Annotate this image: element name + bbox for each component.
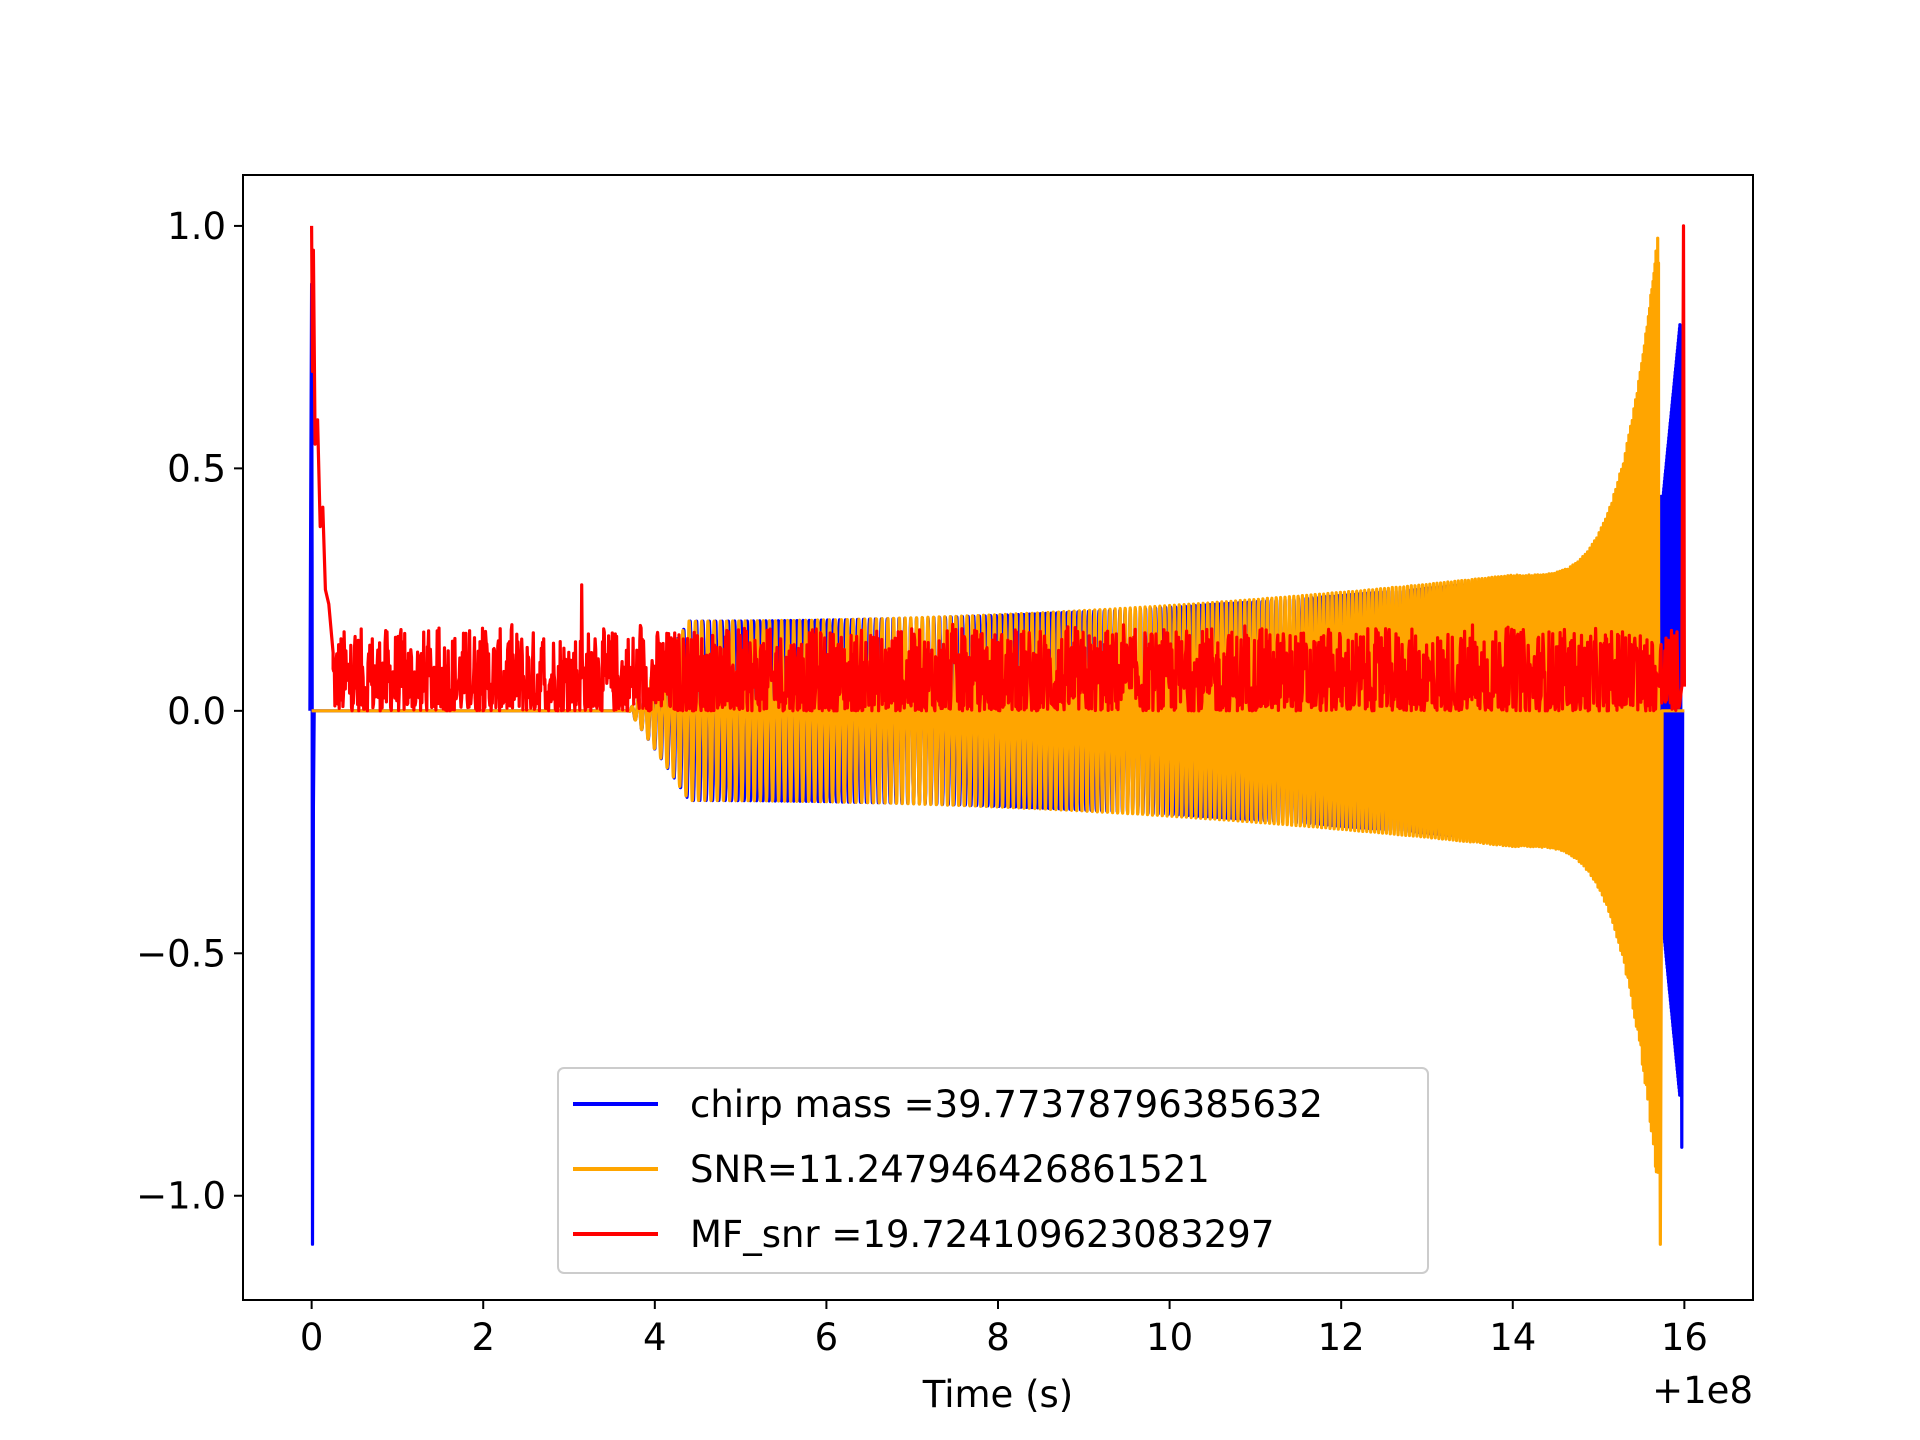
legend-box bbox=[557, 1067, 1429, 1274]
x-tick-label: 12 bbox=[1318, 1316, 1365, 1359]
legend-label: SNR=11.247946426861521 bbox=[690, 1148, 1210, 1191]
legend-label: chirp mass =39.77378796385632 bbox=[690, 1083, 1323, 1126]
series-line-mf-snr bbox=[310, 224, 1686, 713]
series-group bbox=[308, 224, 1686, 1246]
y-tick-label: −1.0 bbox=[136, 1175, 226, 1218]
x-tick-label: 10 bbox=[1146, 1316, 1193, 1359]
x-tick-label: 2 bbox=[471, 1316, 495, 1359]
x-axis-label: Time (s) bbox=[922, 1373, 1073, 1416]
x-tick-label: 0 bbox=[300, 1316, 324, 1359]
y-tick-label: 1.0 bbox=[167, 205, 226, 248]
legend-label: MF_snr =19.724109623083297 bbox=[690, 1213, 1274, 1256]
x-tick-label: 6 bbox=[815, 1316, 839, 1359]
y-tick-label: 0.5 bbox=[167, 447, 226, 490]
series-line-snr bbox=[311, 236, 1685, 1246]
x-tick-label: 16 bbox=[1661, 1316, 1708, 1359]
x-tick-label: 14 bbox=[1489, 1316, 1536, 1359]
y-tick-label: 0.0 bbox=[167, 690, 226, 733]
x-axis: 0 2 4 6 8 10 12 14 16 bbox=[300, 1300, 1708, 1359]
legend: chirp mass =39.77378796385632 SNR=11.2479… bbox=[557, 1067, 1429, 1274]
x-tick-label: 4 bbox=[643, 1316, 667, 1359]
y-tick-label: −0.5 bbox=[136, 932, 226, 975]
x-tick-label: 8 bbox=[986, 1316, 1010, 1359]
x-axis-offset-label: +1e8 bbox=[1652, 1369, 1753, 1412]
y-axis: 1.0 0.5 0.0 −0.5 −1.0 bbox=[136, 205, 243, 1218]
